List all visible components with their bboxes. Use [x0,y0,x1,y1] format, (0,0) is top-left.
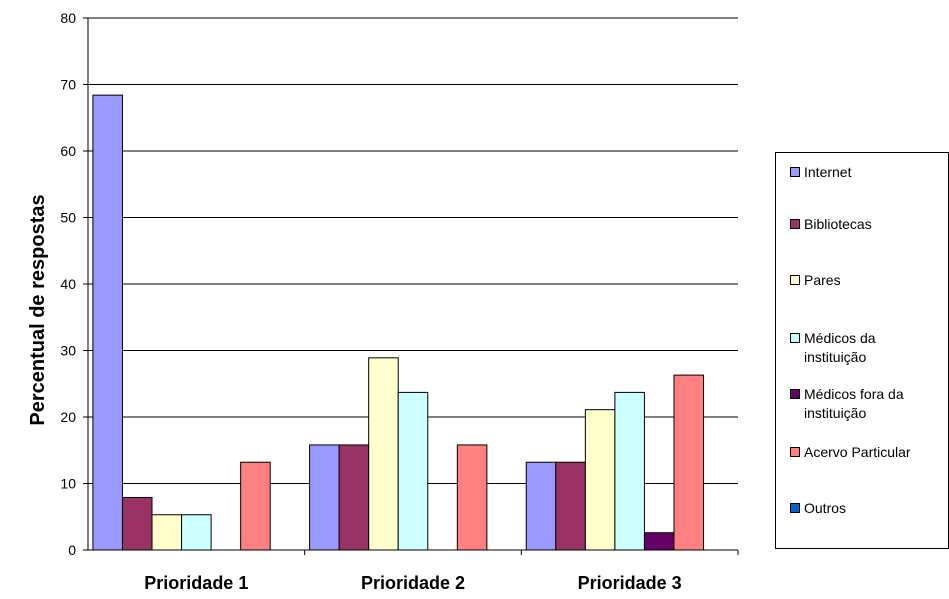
axes: 0 10 20 30 40 50 60 70 80 Prioridade 1 Prioridade … [60,10,739,593]
y-tick-label: 40 [60,276,76,292]
bar [121,496,153,551]
legend-label: Médicos fora da instituição [804,386,904,421]
legend-label: Médicos da instituição [804,330,876,365]
bar [368,357,399,551]
legend-swatch [790,275,800,285]
bar [181,514,212,551]
bar [151,514,183,551]
legend-label: Acervo Particular [804,444,911,460]
bar [584,409,616,551]
legend-swatch [790,447,800,457]
legend-swatch [790,219,800,229]
y-tick-label: 60 [60,143,76,159]
y-tick-label: 30 [60,343,76,359]
legend-label: Bibliotecas [804,216,872,232]
legend-swatch [790,389,800,399]
x-category-label: Prioridade 3 [578,573,682,593]
legend-swatch [790,503,800,513]
legend-label: Pares [804,272,841,288]
y-tick-label: 70 [60,77,76,93]
legend-label: Internet [804,164,852,180]
bar [643,532,675,551]
bar [397,391,429,551]
legend-swatch [790,167,800,177]
y-tick-label: 0 [68,542,76,558]
legend-item: Pares [790,271,841,290]
bar [338,444,370,551]
x-category-label: Prioridade 2 [361,573,465,593]
legend-item: Internet [790,163,851,182]
y-tick-label: 80 [60,10,76,26]
y-tick-label: 50 [60,210,76,226]
bar [614,391,645,551]
bar [555,461,586,551]
legend-item: Médicos fora da instituição [790,385,904,423]
gridlines [88,17,738,484]
legend-label: Outros [804,500,847,516]
bars [92,94,705,551]
legend: Internet Bibliotecas Pares Médicos da insti… [775,152,949,549]
bar [525,461,557,551]
bar [673,374,705,551]
legend-item: Acervo Particular [790,443,911,462]
y-axis-label: Percentual de respostas [27,194,49,425]
bar [92,94,123,551]
legend-item: Bibliotecas [790,215,872,234]
y-tick-label: 10 [60,476,76,492]
legend-item: Outros [790,499,846,518]
x-category-label: Prioridade 1 [144,573,248,593]
legend-swatch [790,333,800,343]
bar [309,444,340,551]
bar [240,461,271,551]
bar [456,444,488,551]
y-tick-label: 20 [60,409,76,425]
legend-item: Médicos da instituição [790,329,876,367]
